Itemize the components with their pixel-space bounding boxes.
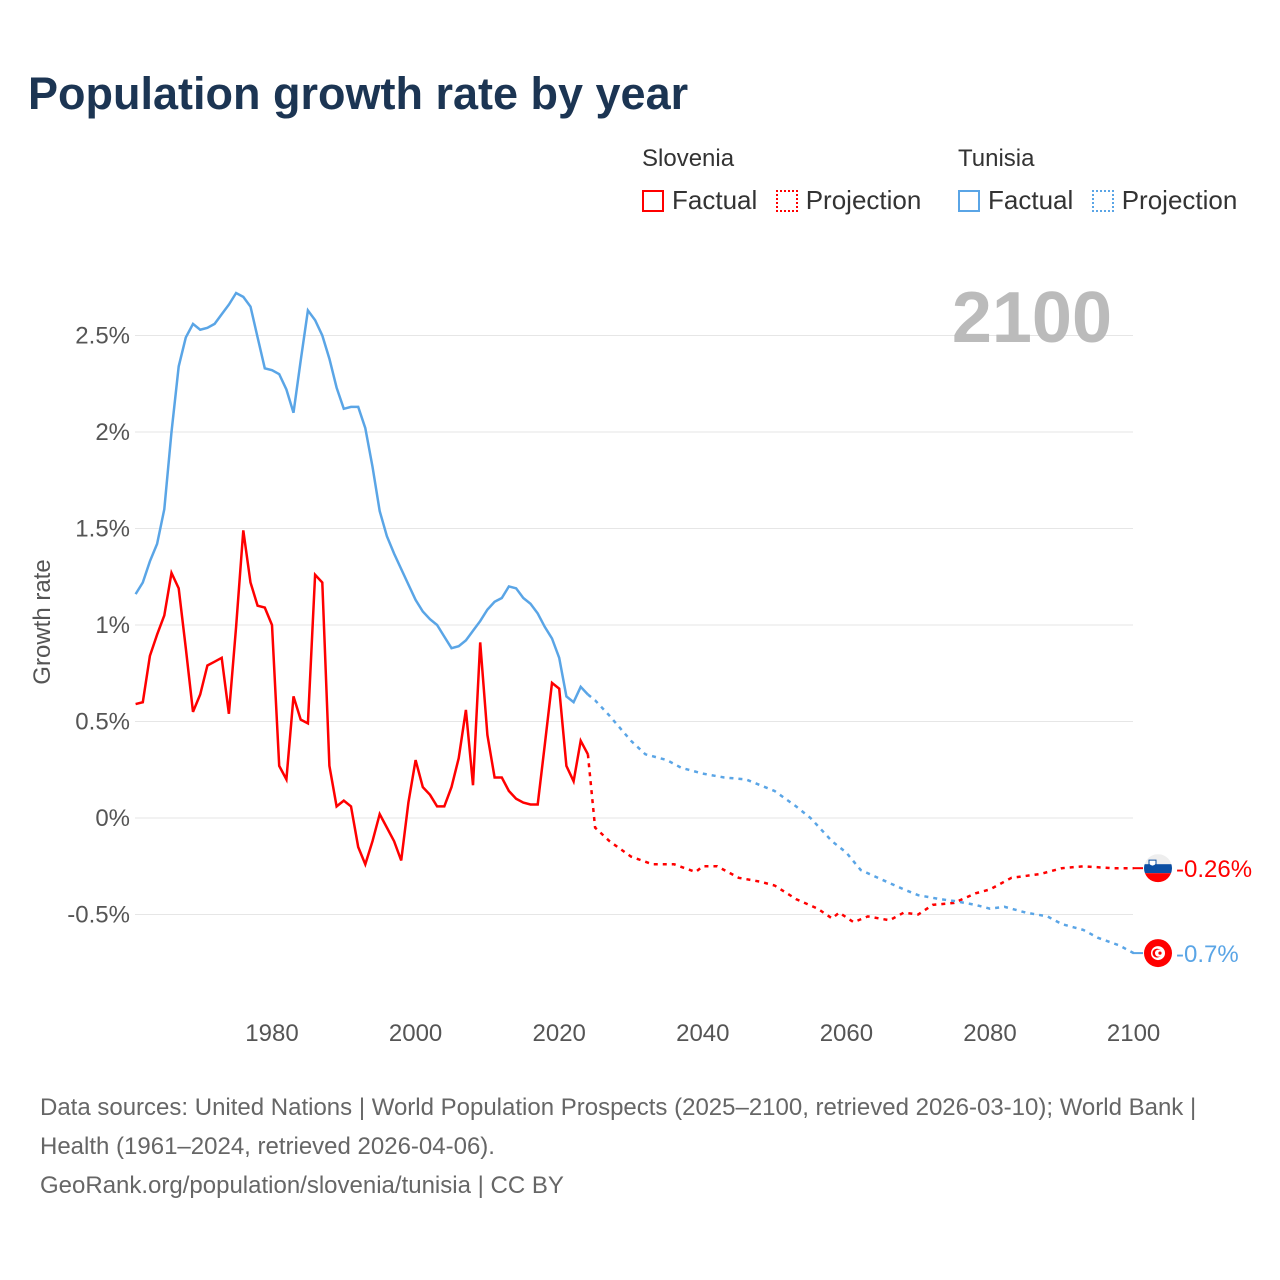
x-tick-label: 2000: [389, 1020, 442, 1047]
flag-stripes: [1144, 854, 1172, 883]
tunisia-flag-icon: [1144, 939, 1172, 968]
flag-blue: [1144, 864, 1172, 874]
legend-label: Projection: [805, 185, 922, 215]
y-tick-label: 0.5%: [75, 709, 130, 736]
slovenia-factual-line: [135, 530, 590, 868]
year-label: 2100: [952, 278, 1112, 358]
legend-group-tunisia: Tunisia Factual Projection: [958, 145, 1251, 217]
y-tick-label: 0%: [95, 805, 130, 832]
flag-coat-of-arms: [1148, 859, 1157, 867]
y-tick-label: -0.5%: [67, 902, 130, 929]
footer: Data sources: United Nations | World Pop…: [40, 1088, 1240, 1205]
y-tick-label: 2%: [95, 419, 130, 446]
legend-label: Factual: [988, 185, 1074, 215]
slovenia-end-value-label: -0.26%: [1176, 856, 1252, 883]
data-sources: Data sources: United Nations | World Pop…: [40, 1094, 1197, 1160]
legend-group-name: Tunisia: [958, 145, 1035, 172]
x-tick-label: 2020: [533, 1020, 586, 1047]
slovenia-flag-icon: [1144, 854, 1172, 883]
flag-white: [1144, 854, 1172, 865]
chart-title: Population growth rate by year: [28, 68, 689, 119]
slovenia-projection-line: [586, 754, 1134, 924]
x-tick-label: 2060: [820, 1020, 873, 1047]
y-tick-label: 1.5%: [75, 516, 130, 543]
legend-swatch-solid: [642, 189, 664, 212]
legend-label: Factual: [672, 185, 758, 215]
legend-group-slovenia: Slovenia Factual Projection: [642, 145, 935, 217]
legend-item-tunisia-factual[interactable]: Factual: [958, 185, 1073, 216]
x-tick-label: 2080: [963, 1020, 1016, 1047]
y-axis-label: Growth rate: [29, 559, 56, 684]
legend-item-tunisia-projection[interactable]: Projection: [1091, 185, 1238, 216]
tunisia-projection-line: [587, 693, 1135, 955]
x-tick-label: 2040: [676, 1020, 729, 1047]
legend-item-slovenia-projection[interactable]: Projection: [775, 185, 922, 216]
y-tick-label: 1%: [95, 612, 130, 639]
legend-item-slovenia-factual[interactable]: Factual: [642, 185, 757, 216]
x-tick-label: 1980: [245, 1020, 298, 1047]
credit-link[interactable]: GeoRank.org/population/slovenia/tunisia …: [40, 1172, 564, 1199]
legend-label: Projection: [1121, 185, 1238, 215]
legend-swatch-dotted: [775, 189, 798, 212]
tunisia-end-value-label: -0.7%: [1176, 941, 1239, 968]
y-tick-label: 2.5%: [75, 323, 130, 350]
legend-group-name: Slovenia: [642, 145, 735, 172]
x-tick-label: 2100: [1107, 1020, 1160, 1047]
legend-swatch-dotted: [1091, 189, 1114, 212]
legend-swatch-solid: [958, 189, 980, 212]
flag-star: [1158, 951, 1162, 955]
tunisia-factual-line: [134, 291, 589, 705]
flag-red: [1144, 873, 1172, 883]
